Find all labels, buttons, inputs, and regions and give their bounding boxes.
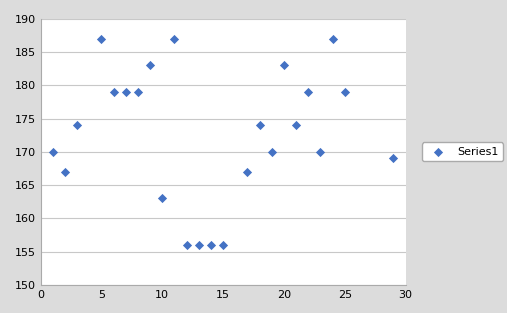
Series1: [268, 149, 276, 154]
Series1: [183, 243, 191, 248]
Series1: [243, 169, 251, 174]
Series1: [316, 149, 324, 154]
Series1: [170, 36, 178, 41]
Series1: [341, 90, 349, 95]
Series1: [389, 156, 397, 161]
Series1: [134, 90, 142, 95]
Series1: [207, 243, 215, 248]
Series1: [110, 90, 118, 95]
Series1: [329, 36, 337, 41]
Series1: [61, 169, 69, 174]
Series1: [292, 123, 300, 128]
Series1: [97, 36, 105, 41]
Series1: [280, 63, 288, 68]
Series1: [49, 149, 57, 154]
Series1: [219, 243, 227, 248]
Series1: [195, 243, 203, 248]
Series1: [122, 90, 130, 95]
Series1: [304, 90, 312, 95]
Series1: [146, 63, 154, 68]
Series1: [256, 123, 264, 128]
Legend: Series1: Series1: [422, 142, 503, 161]
Series1: [158, 196, 166, 201]
Series1: [73, 123, 81, 128]
